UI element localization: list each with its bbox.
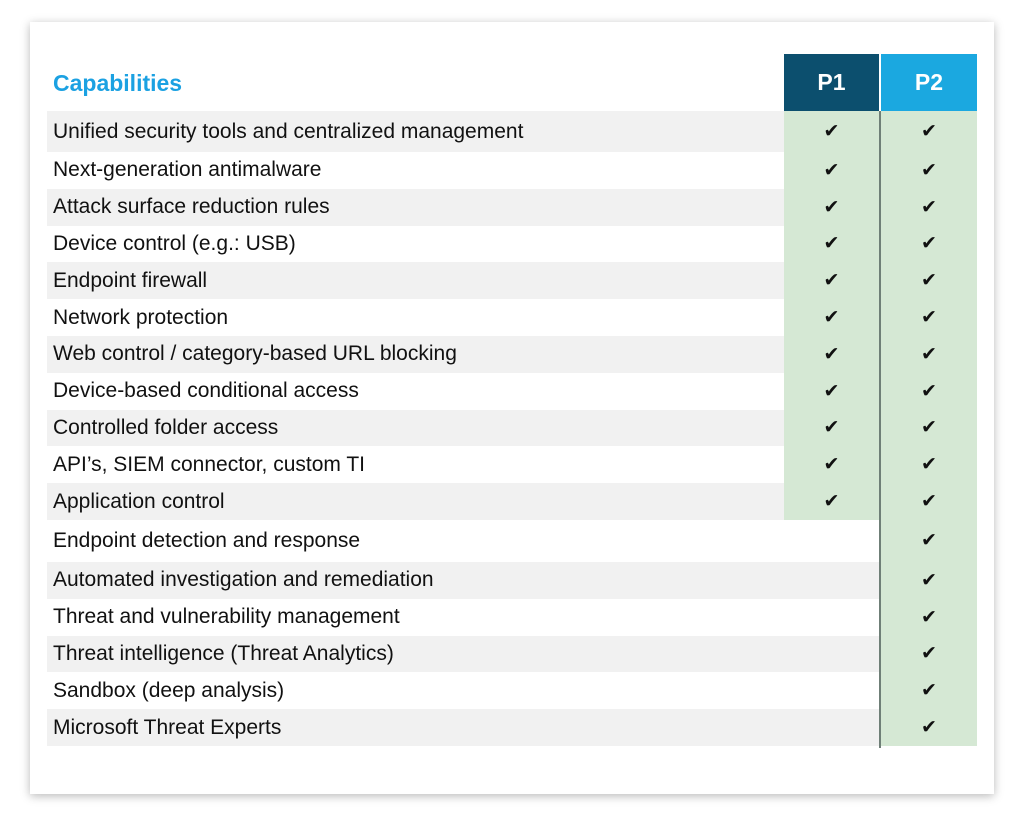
p2-check-icon: ✔ xyxy=(881,519,977,562)
p1-check-icon: ✔ xyxy=(784,262,879,300)
p2-check-icon: ✔ xyxy=(881,561,977,599)
p2-check-icon: ✔ xyxy=(881,635,977,673)
capability-label: Endpoint firewall xyxy=(53,268,208,292)
p2-check-icon: ✔ xyxy=(881,188,977,226)
p1-empty-cell xyxy=(784,709,879,746)
p1-empty-cell xyxy=(784,520,879,562)
table-row: Sandbox (deep analysis) ✔ xyxy=(47,672,977,710)
p2-check-icon: ✔ xyxy=(881,152,977,189)
table-row: Endpoint firewall ✔ ✔ xyxy=(47,262,977,300)
table-row: Controlled folder access ✔ ✔ xyxy=(47,409,977,447)
capability-label: Threat and vulnerability management xyxy=(53,605,400,629)
column-header-p1: P1 xyxy=(784,54,879,111)
p1-check-icon: ✔ xyxy=(784,188,879,226)
table-header: Capabilities P1 P2 xyxy=(47,54,977,111)
p2-check-icon: ✔ xyxy=(881,225,977,263)
table-body: Unified security tools and centralized m… xyxy=(47,111,977,746)
capability-label: API’s, SIEM connector, custom TI xyxy=(53,452,366,476)
p2-check-icon: ✔ xyxy=(881,709,977,746)
p1-check-icon: ✔ xyxy=(784,299,879,336)
capability-label: Automated investigation and remediation xyxy=(53,568,434,592)
capability-label: Unified security tools and centralized m… xyxy=(53,119,524,143)
p2-check-icon: ✔ xyxy=(881,672,977,710)
p1-check-icon: ✔ xyxy=(784,152,879,189)
capability-label: Threat intelligence (Threat Analytics) xyxy=(53,641,394,665)
table-row: Microsoft Threat Experts ✔ xyxy=(47,709,977,746)
column-divider xyxy=(879,111,881,748)
capability-label: Application control xyxy=(53,489,225,513)
table-row: Device-based conditional access ✔ ✔ xyxy=(47,372,977,410)
p1-empty-cell xyxy=(784,636,879,673)
table-row: Web control / category-based URL blockin… xyxy=(47,335,977,373)
capabilities-title: Capabilities xyxy=(53,70,183,96)
table-row: Threat and vulnerability management ✔ xyxy=(47,598,977,636)
p2-check-icon: ✔ xyxy=(881,111,977,152)
p2-check-icon: ✔ xyxy=(881,409,977,447)
table-row: Device control (e.g.: USB) ✔ ✔ xyxy=(47,225,977,263)
table-row: Attack surface reduction rules ✔ ✔ xyxy=(47,188,977,226)
capability-label: Controlled folder access xyxy=(53,415,279,439)
p1-check-icon: ✔ xyxy=(784,225,879,263)
capability-label: Device control (e.g.: USB) xyxy=(53,231,296,255)
p1-empty-cell xyxy=(784,599,879,636)
p1-empty-cell xyxy=(784,562,879,599)
capability-label: Sandbox (deep analysis) xyxy=(53,678,285,702)
capability-label: Web control / category-based URL blockin… xyxy=(53,342,457,366)
p2-check-icon: ✔ xyxy=(881,262,977,300)
capability-label: Endpoint detection and response xyxy=(53,528,361,552)
capability-label: Next-generation antimalware xyxy=(53,158,322,182)
capability-label: Attack surface reduction rules xyxy=(53,195,330,219)
p1-check-icon: ✔ xyxy=(784,111,879,152)
table-row: Network protection ✔ ✔ xyxy=(47,299,977,336)
table-row: Next-generation antimalware ✔ ✔ xyxy=(47,152,977,189)
p2-check-icon: ✔ xyxy=(881,372,977,410)
table-row: Automated investigation and remediation ✔ xyxy=(47,561,977,599)
p2-check-icon: ✔ xyxy=(881,446,977,484)
capabilities-table: Capabilities P1 P2 Unified security tool… xyxy=(47,54,977,748)
table-row: Unified security tools and centralized m… xyxy=(47,111,977,152)
p1-check-icon: ✔ xyxy=(784,335,879,373)
p1-empty-cell xyxy=(784,672,879,709)
p2-check-icon: ✔ xyxy=(881,335,977,373)
p2-check-icon: ✔ xyxy=(881,483,977,520)
p1-check-icon: ✔ xyxy=(784,483,879,520)
capability-label: Microsoft Threat Experts xyxy=(53,715,282,739)
p2-check-icon: ✔ xyxy=(881,598,977,636)
capability-label: Network protection xyxy=(53,305,229,329)
p1-check-icon: ✔ xyxy=(784,446,879,484)
capability-label: Device-based conditional access xyxy=(53,379,359,403)
table-row: Threat intelligence (Threat Analytics) ✔ xyxy=(47,635,977,673)
table-row: API’s, SIEM connector, custom TI ✔ ✔ xyxy=(47,446,977,484)
p1-check-icon: ✔ xyxy=(784,372,879,410)
p2-check-icon: ✔ xyxy=(881,299,977,336)
p1-check-icon: ✔ xyxy=(784,409,879,447)
column-header-p2: P2 xyxy=(881,54,977,111)
table-row: Application control ✔ ✔ xyxy=(47,483,977,520)
table-row: Endpoint detection and response ✔ xyxy=(47,519,977,562)
